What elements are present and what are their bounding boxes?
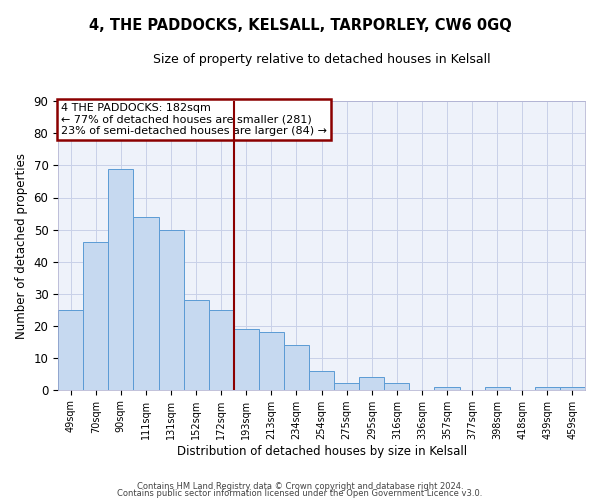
Bar (334, 384, 359, 390)
Bar (83, 242, 109, 390)
Bar (485, 386, 510, 390)
X-axis label: Distribution of detached houses by size in Kelsall: Distribution of detached houses by size … (176, 444, 467, 458)
Bar (560, 386, 585, 390)
Bar (434, 386, 460, 390)
Bar (184, 300, 209, 390)
Bar (133, 216, 158, 390)
Title: Size of property relative to detached houses in Kelsall: Size of property relative to detached ho… (153, 52, 490, 66)
Bar (309, 370, 334, 390)
Y-axis label: Number of detached properties: Number of detached properties (15, 152, 28, 338)
Text: Contains HM Land Registry data © Crown copyright and database right 2024.: Contains HM Land Registry data © Crown c… (137, 482, 463, 491)
Bar (109, 168, 133, 390)
Bar (209, 310, 234, 390)
Bar (158, 230, 184, 390)
Text: Contains public sector information licensed under the Open Government Licence v3: Contains public sector information licen… (118, 490, 482, 498)
Text: 4 THE PADDOCKS: 182sqm
← 77% of detached houses are smaller (281)
23% of semi-de: 4 THE PADDOCKS: 182sqm ← 77% of detached… (61, 103, 327, 136)
Bar (535, 386, 560, 390)
Bar (359, 377, 384, 390)
Bar (234, 329, 259, 390)
Bar (259, 332, 284, 390)
Text: 4, THE PADDOCKS, KELSALL, TARPORLEY, CW6 0GQ: 4, THE PADDOCKS, KELSALL, TARPORLEY, CW6… (89, 18, 511, 32)
Bar (284, 345, 309, 390)
Bar (384, 384, 409, 390)
Bar (58, 310, 83, 390)
